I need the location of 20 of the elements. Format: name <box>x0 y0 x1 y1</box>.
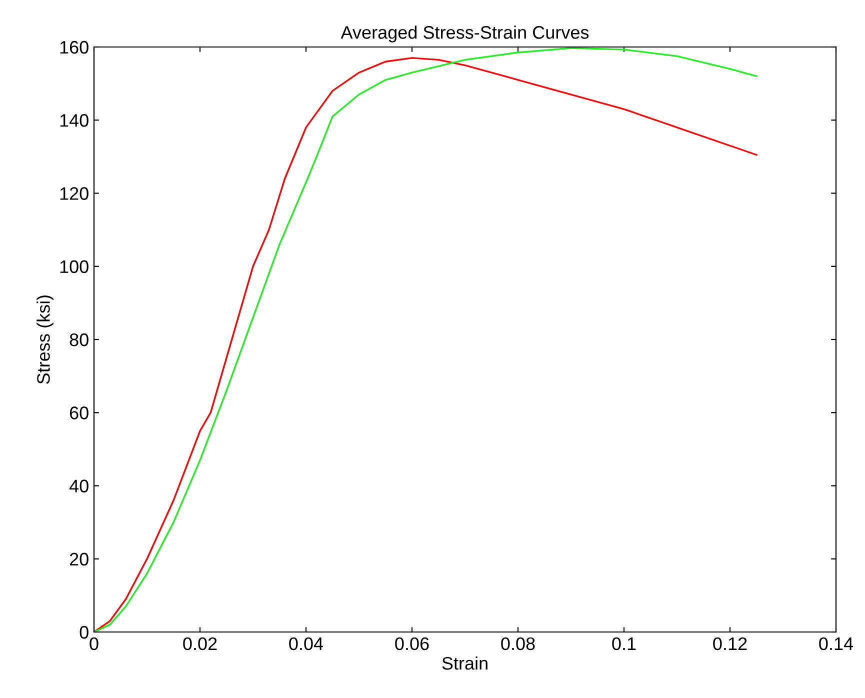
y-tick-label: 20 <box>70 552 88 566</box>
x-tick-label: 0.1 <box>612 637 636 650</box>
y-tick-label: 40 <box>69 480 88 492</box>
x-tick-label: 0.04 <box>289 637 324 650</box>
x-axis-title: Strain <box>442 656 488 670</box>
chart-title: Averaged Stress-Strain Curves <box>340 26 589 42</box>
y-tick-label: 60 <box>70 406 88 420</box>
x-tick-label: 0.08 <box>501 637 535 650</box>
x-tick-label: 0.12 <box>713 637 747 650</box>
y-tick-label: 100 <box>60 260 88 274</box>
y-tick-label: 120 <box>60 187 88 200</box>
y-tick-label: 80 <box>70 333 88 346</box>
x-tick-label: 0.06 <box>395 637 429 650</box>
y-tick-label: 0 <box>80 626 88 639</box>
x-tick-label: 0.14 <box>819 637 854 650</box>
y-axis-title: Stress (ksi) <box>36 295 54 384</box>
x-tick-label: 0 <box>90 637 98 650</box>
y-tick-label: 140 <box>60 114 88 127</box>
x-tick-label: 0.02 <box>183 637 217 650</box>
y-tick-label: 160 <box>60 40 88 54</box>
